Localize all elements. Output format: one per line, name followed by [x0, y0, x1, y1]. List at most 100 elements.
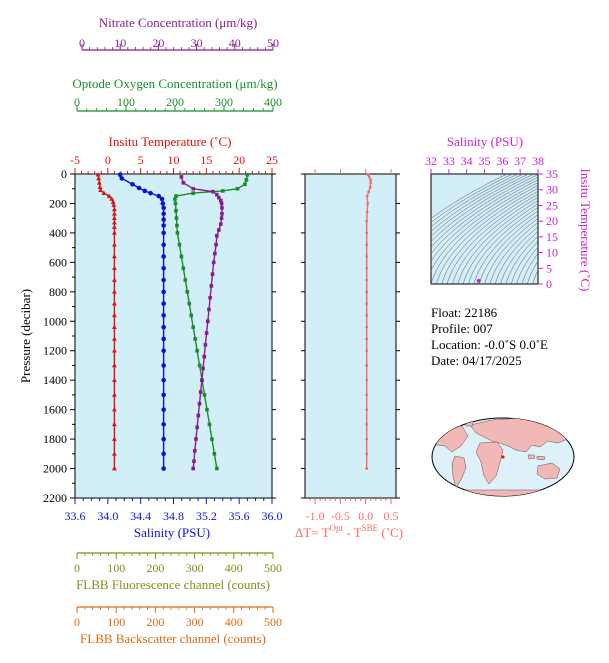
float-location: Location: -0.0˚S 0.0˚E	[431, 337, 548, 352]
backscatter-axis-tick-label: 200	[146, 615, 164, 629]
density-contour	[431, 179, 538, 262]
temperature-point	[97, 184, 103, 190]
fluorescence-axis-tick-label: 0	[74, 561, 80, 575]
delta-t-point	[366, 173, 370, 177]
salinity-point	[161, 230, 166, 236]
salinity-point	[161, 265, 166, 271]
density-contour	[441, 190, 538, 284]
oxygen-point	[174, 209, 178, 213]
salinity-point	[161, 324, 166, 330]
density-contour	[431, 174, 513, 223]
salinity-point	[161, 313, 166, 318]
nitrate-point	[218, 198, 223, 203]
temperature-point	[112, 348, 117, 353]
oxygen-axis-tick-label: 100	[117, 95, 135, 109]
delta-t-point	[365, 290, 369, 294]
pressure-tick-label: 600	[49, 255, 67, 269]
nitrate-point	[202, 354, 207, 359]
oxygen-point	[220, 189, 225, 193]
salinity-point	[161, 363, 166, 368]
delta-t-plot: ΔT= TOpt - TSBE (˚C) -1.0 -0.5 0.0 0.5	[295, 169, 403, 540]
delta-label-sup-opt: Opt	[330, 523, 344, 533]
temperature-axis-label: Insitu Temperature (˚C)	[108, 134, 231, 149]
density-contour	[527, 260, 538, 284]
nitrate-point	[203, 343, 208, 347]
nitrate-point	[220, 206, 224, 210]
oxygen-point	[187, 301, 192, 306]
inset-temperature-tick-label: 20	[546, 214, 558, 228]
temperature-point	[112, 421, 117, 427]
main-plot-background	[74, 173, 273, 499]
inset-salinity-tick-label: 38	[532, 154, 544, 168]
nitrate-point	[220, 211, 224, 216]
pressure-axis-label: Pressure (decibar)	[18, 289, 33, 383]
oxygen-point	[215, 466, 219, 471]
delta-t-point	[365, 219, 369, 223]
delta-t-point	[365, 349, 369, 353]
map-land-indonesia	[527, 454, 546, 461]
inset-ts-point	[476, 278, 481, 283]
salinity-tick-label: 33.6	[65, 509, 86, 523]
nitrate-point	[218, 222, 223, 226]
oxygen-point	[175, 223, 179, 228]
density-contour	[452, 197, 538, 284]
temperature-point	[112, 289, 117, 294]
salinity-point	[161, 348, 166, 354]
temperature-point	[110, 199, 116, 204]
salinity-point	[117, 172, 123, 178]
density-contour	[468, 207, 538, 284]
fluorescence-axis-tick-label: 400	[225, 561, 243, 575]
oxygen-point	[245, 172, 250, 177]
temperature-point	[112, 301, 117, 306]
inset-ts-points	[476, 278, 481, 283]
density-contours	[431, 174, 538, 284]
delta-label-part-3: (˚C)	[378, 525, 403, 540]
salinity-point	[148, 190, 153, 196]
delta-tick-label: -1.0	[306, 509, 325, 523]
density-contour	[431, 174, 538, 248]
nitrate-point	[217, 228, 221, 232]
salinity-point	[161, 451, 166, 457]
salinity-point	[160, 201, 166, 206]
temperature-tick-label: 0	[105, 153, 111, 167]
nitrate-axis-tick-label: 20	[152, 36, 164, 50]
oxygen-point	[174, 194, 178, 198]
delta-t-point	[365, 467, 369, 470]
map-land-antarctica	[439, 489, 567, 496]
inset-salinity-tick-label: 35	[479, 154, 491, 168]
density-contour	[521, 253, 538, 284]
density-contour	[431, 174, 508, 219]
inset-temperature-tick-label: 30	[546, 183, 558, 197]
nitrate-point	[211, 189, 215, 194]
density-contour	[431, 174, 534, 242]
nitrate-point	[192, 449, 197, 453]
salinity-point	[136, 185, 142, 191]
density-contour	[500, 231, 538, 284]
pressure-tick-label: 1400	[43, 373, 67, 387]
delta-t-point	[365, 337, 369, 341]
map-land-australia	[536, 462, 561, 480]
temperature-point	[112, 277, 117, 282]
oxygen-point	[173, 201, 178, 206]
oxygen-point	[205, 407, 209, 412]
density-contour	[431, 182, 538, 271]
temperature-tick-label: 15	[200, 153, 212, 167]
density-contour	[431, 185, 538, 284]
oxygen-point	[179, 254, 184, 259]
oxygen-point	[202, 393, 207, 397]
salinity-point	[161, 466, 166, 471]
oxygen-point	[175, 231, 180, 235]
fluorescence-axis-tick-label: 200	[146, 561, 164, 575]
oxygen-point	[189, 313, 194, 318]
nitrate-point	[194, 437, 198, 441]
delta-label-part-2: - T	[343, 525, 362, 540]
inset-temperature-tick-label: 5	[546, 261, 552, 275]
temperature-point	[112, 215, 117, 220]
oxygen-point	[191, 325, 195, 329]
temperature-point	[112, 336, 117, 341]
density-contour	[431, 174, 529, 237]
density-contour	[473, 210, 538, 284]
density-contour	[489, 222, 538, 284]
salinity-point	[161, 217, 166, 222]
